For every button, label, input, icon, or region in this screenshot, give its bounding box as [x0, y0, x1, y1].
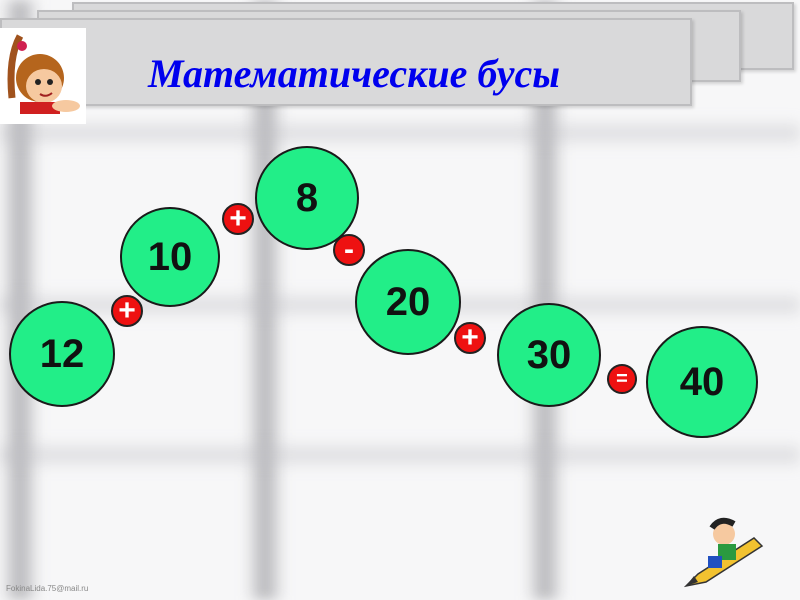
boy-on-pencil-illustration	[683, 516, 770, 590]
bead-40: 40	[646, 326, 758, 438]
bead-10: 10	[120, 207, 220, 307]
background-stripe	[0, 118, 800, 148]
operator-plus: +	[111, 295, 143, 327]
background-stripe	[0, 440, 800, 470]
title-panel-front	[0, 18, 692, 106]
operator-plus: +	[222, 203, 254, 235]
bead-30: 30	[497, 303, 601, 407]
girl-illustration	[0, 28, 86, 124]
operator-equals: =	[607, 364, 637, 394]
bead-8: 8	[255, 146, 359, 250]
author-email: FokinaLida.75@mail.ru	[6, 584, 89, 593]
bead-20: 20	[355, 249, 461, 355]
slide-title: Математические бусы	[148, 51, 561, 96]
bead-12: 12	[9, 301, 115, 407]
operator-plus: +	[454, 322, 486, 354]
